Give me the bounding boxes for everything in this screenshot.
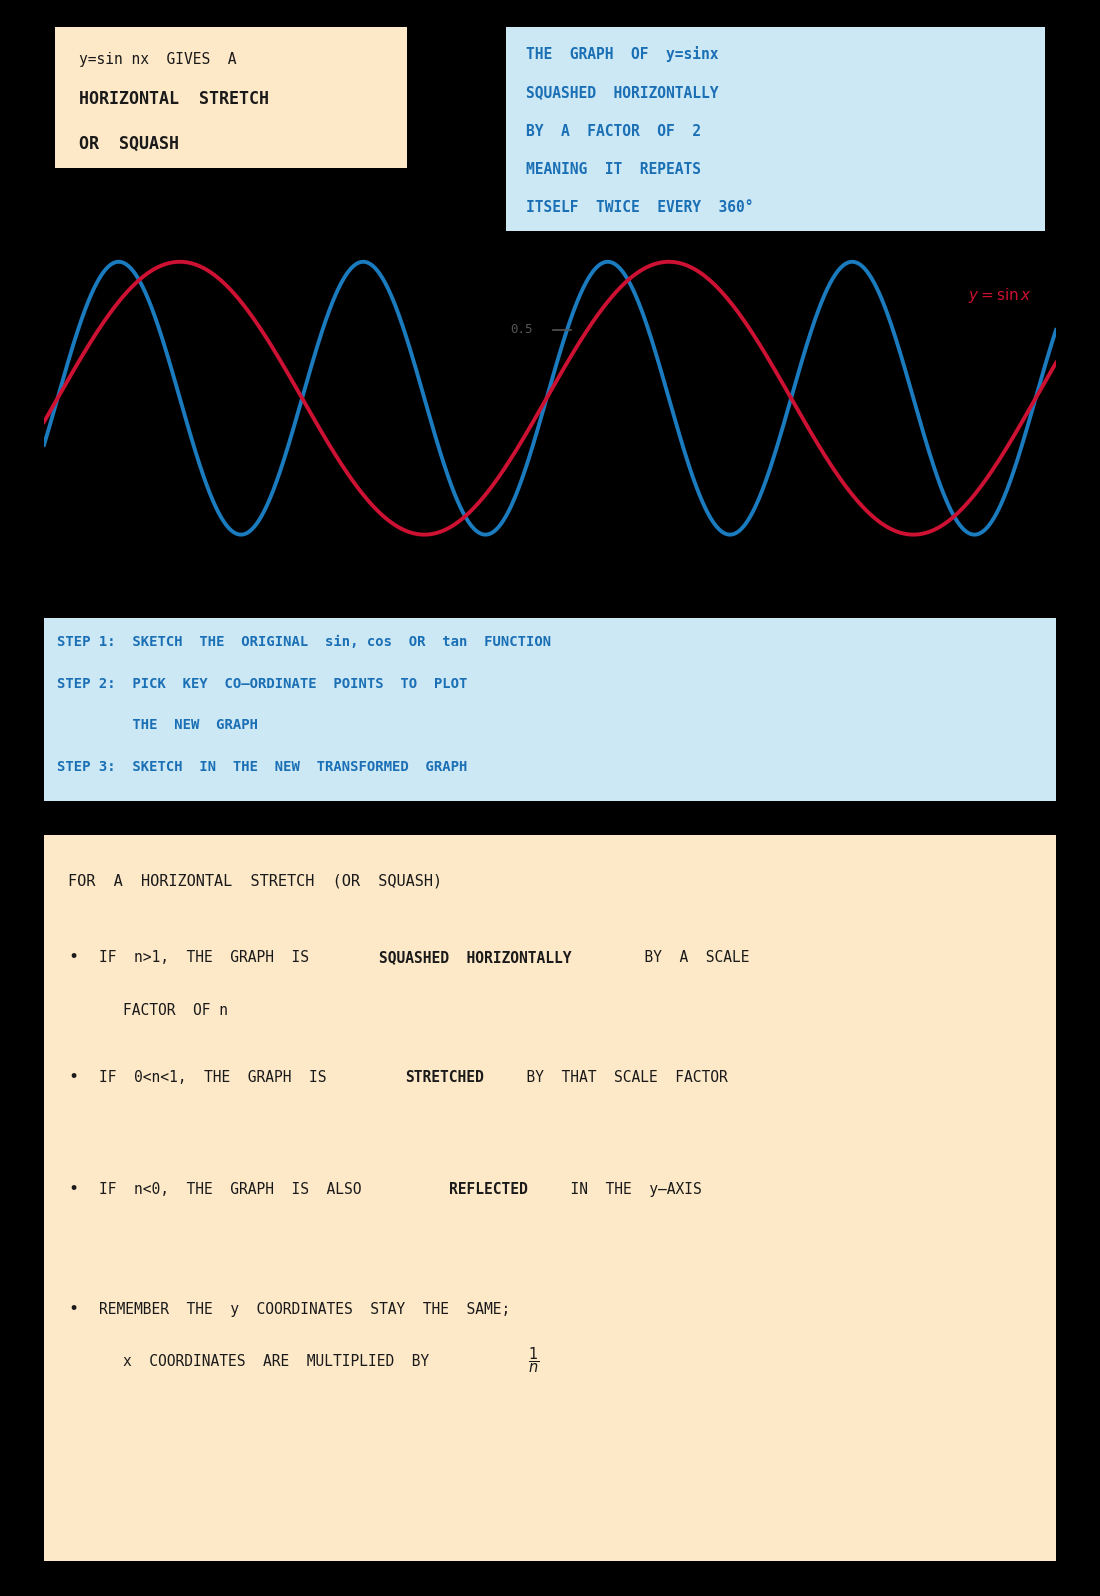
Text: BY  A  FACTOR  OF  2: BY A FACTOR OF 2 [526,123,701,139]
Text: x  COORDINATES  ARE  MULTIPLIED  BY: x COORDINATES ARE MULTIPLIED BY [123,1353,447,1369]
Text: STEP 1:  SKETCH  THE  ORIGINAL  sin, cos  OR  tan  FUNCTION: STEP 1: SKETCH THE ORIGINAL sin, cos OR … [57,635,551,650]
Text: SQUASHED  HORIZONTALLY: SQUASHED HORIZONTALLY [526,85,718,101]
Text: STRETCHED: STRETCHED [405,1069,484,1085]
Text: SQUASHED  HORIZONTALLY: SQUASHED HORIZONTALLY [379,950,572,966]
Text: $y=\sin x$: $y=\sin x$ [968,286,1032,305]
Text: •: • [68,1299,78,1318]
Text: HORIZONTAL  STRETCH: HORIZONTAL STRETCH [79,89,270,109]
Text: MEANING  IT  REPEATS: MEANING IT REPEATS [526,161,701,177]
Text: FACTOR  OF n: FACTOR OF n [123,1002,228,1018]
Text: ITSELF  TWICE  EVERY  360°: ITSELF TWICE EVERY 360° [526,200,754,215]
Text: 0.5: 0.5 [510,324,534,337]
Text: REMEMBER  THE  y  COORDINATES  STAY  THE  SAME;: REMEMBER THE y COORDINATES STAY THE SAME… [99,1301,510,1317]
Text: THE  NEW  GRAPH: THE NEW GRAPH [57,718,258,733]
Text: $y=\sin 2x$: $y=\sin 2x$ [961,207,1034,227]
Text: FOR  A  HORIZONTAL  STRETCH  (OR  SQUASH): FOR A HORIZONTAL STRETCH (OR SQUASH) [68,873,442,889]
Text: y=sin nx  GIVES  A: y=sin nx GIVES A [79,51,236,67]
Text: $\dfrac{1}{n}$: $\dfrac{1}{n}$ [528,1345,539,1376]
Text: REFLECTED: REFLECTED [449,1181,528,1197]
Text: THE  GRAPH  OF  y=sinx: THE GRAPH OF y=sinx [526,46,718,62]
Text: BY  A  SCALE: BY A SCALE [627,950,749,966]
Text: IF  n>1,  THE  GRAPH  IS: IF n>1, THE GRAPH IS [99,950,327,966]
Text: OR  SQUASH: OR SQUASH [79,134,179,153]
Text: STEP 3:  SKETCH  IN  THE  NEW  TRANSFORMED  GRAPH: STEP 3: SKETCH IN THE NEW TRANSFORMED GR… [57,760,468,774]
Text: STEP 2:  PICK  KEY  CO–ORDINATE  POINTS  TO  PLOT: STEP 2: PICK KEY CO–ORDINATE POINTS TO P… [57,677,468,691]
Text: •: • [68,1179,78,1199]
Text: BY  THAT  SCALE  FACTOR: BY THAT SCALE FACTOR [509,1069,728,1085]
Text: IF  0<n<1,  THE  GRAPH  IS: IF 0<n<1, THE GRAPH IS [99,1069,344,1085]
Text: •: • [68,1068,78,1087]
Text: •: • [68,948,78,967]
Text: IF  n<0,  THE  GRAPH  IS  ALSO: IF n<0, THE GRAPH IS ALSO [99,1181,380,1197]
Text: IN  THE  y–AXIS: IN THE y–AXIS [553,1181,702,1197]
